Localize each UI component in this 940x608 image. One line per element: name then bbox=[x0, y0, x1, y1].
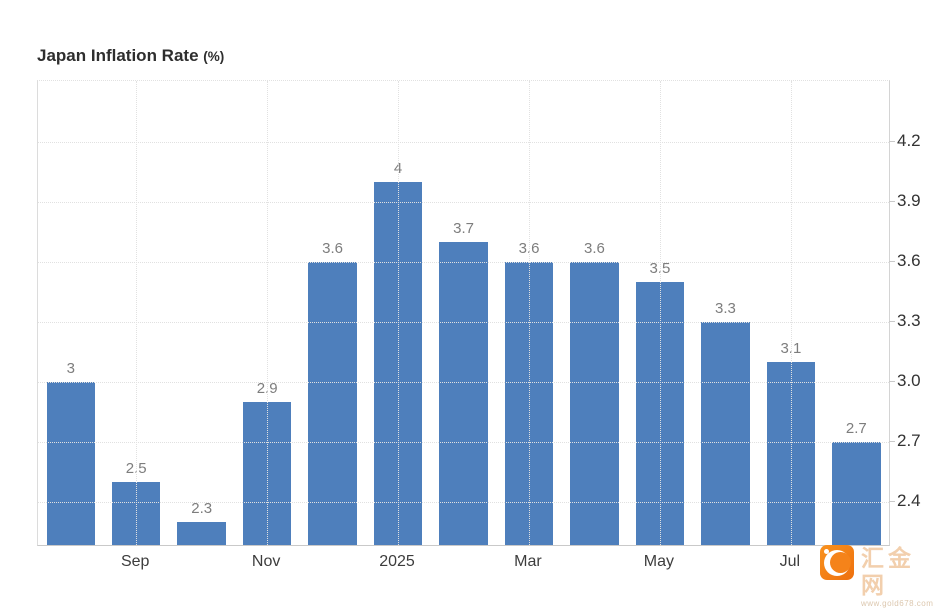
y-gridline bbox=[38, 442, 889, 443]
bar[interactable] bbox=[832, 442, 881, 545]
watermark-text: 汇金网 www.gold678.com bbox=[861, 545, 940, 608]
bar-slot: 3.3 bbox=[693, 81, 758, 545]
y-gridline bbox=[38, 202, 889, 203]
bar-value-label: 2.7 bbox=[845, 420, 867, 437]
y-tick-label: 3.9 bbox=[897, 191, 921, 210]
x-gridline bbox=[790, 81, 792, 545]
bar[interactable] bbox=[701, 322, 750, 545]
y-tick-label: 3.6 bbox=[897, 251, 921, 270]
bar-value-label: 3.7 bbox=[453, 220, 474, 237]
x-tick-label: May bbox=[643, 553, 674, 570]
x-tick-label: Mar bbox=[514, 553, 542, 570]
y-gridline bbox=[38, 322, 889, 323]
x-gridline bbox=[528, 81, 530, 545]
bar-slot: 3.6 bbox=[300, 81, 365, 545]
y-tick-label: 4.2 bbox=[897, 131, 921, 150]
x-gridline bbox=[659, 81, 661, 545]
y-tick-mark bbox=[889, 261, 895, 262]
bar-value-label: 3 bbox=[66, 360, 75, 377]
y-gridline bbox=[38, 382, 889, 383]
y-gridline bbox=[38, 502, 889, 503]
bar-value-label: 3.3 bbox=[714, 300, 736, 317]
y-tick-mark bbox=[889, 501, 895, 502]
chart-title-text: Japan Inflation Rate bbox=[37, 46, 199, 65]
plot-area: 3 2.5 2.3 2.9 3.6 4 3.7 3.6 3.6 3.5 3.3 3.1 2.7 bbox=[37, 80, 890, 546]
y-tick-label: 3.3 bbox=[897, 311, 921, 330]
bar[interactable] bbox=[308, 262, 357, 545]
bar[interactable] bbox=[46, 382, 95, 545]
x-gridline bbox=[267, 81, 269, 545]
y-tick-mark bbox=[889, 441, 895, 442]
bar-value-label: 3.6 bbox=[322, 240, 344, 257]
logo-dot bbox=[824, 549, 829, 554]
bar-slot: 2.3 bbox=[169, 81, 234, 545]
bar-series: 3 2.5 2.3 2.9 3.6 4 3.7 3.6 3.6 3.5 3.3 3.1 2.7 bbox=[38, 81, 889, 545]
bar-value-label: 3.6 bbox=[584, 240, 605, 257]
x-gridline bbox=[136, 81, 138, 545]
y-tick-label: 2.4 bbox=[897, 491, 921, 510]
y-tick-mark bbox=[889, 201, 895, 202]
bar[interactable] bbox=[570, 262, 619, 545]
x-tick-label: Jul bbox=[779, 553, 801, 570]
bar[interactable] bbox=[439, 242, 488, 545]
bar[interactable] bbox=[177, 522, 226, 545]
y-gridline bbox=[38, 262, 889, 263]
y-tick-label: 2.7 bbox=[897, 431, 921, 450]
y-tick-mark bbox=[889, 141, 895, 142]
bar-slot: 3.7 bbox=[431, 81, 496, 545]
x-tick-label: Sep bbox=[120, 553, 150, 570]
watermark-brand: 汇金网 bbox=[861, 545, 915, 598]
y-tick-mark bbox=[889, 381, 895, 382]
bar-slot: 3.6 bbox=[562, 81, 627, 545]
watermark-logo[interactable]: 汇金网 www.gold678.com bbox=[820, 545, 940, 608]
bar-value-label: 2.3 bbox=[191, 500, 213, 517]
y-gridline bbox=[38, 142, 889, 143]
chart-title-unit: (%) bbox=[203, 49, 225, 64]
y-tick-label: 3.0 bbox=[897, 371, 921, 390]
chart-title: Japan Inflation Rate (%) bbox=[37, 46, 224, 66]
bar-slot: 2.7 bbox=[824, 81, 889, 545]
y-tick-mark bbox=[889, 321, 895, 322]
x-gridline bbox=[398, 81, 400, 545]
bar-slot: 3 bbox=[38, 81, 103, 545]
watermark-url: www.gold678.com bbox=[861, 599, 934, 608]
x-tick-label: Nov bbox=[251, 553, 281, 570]
logo-circle-inner bbox=[830, 552, 851, 573]
crescent-logo-icon bbox=[820, 545, 854, 580]
x-tick-label: 2025 bbox=[379, 553, 415, 570]
